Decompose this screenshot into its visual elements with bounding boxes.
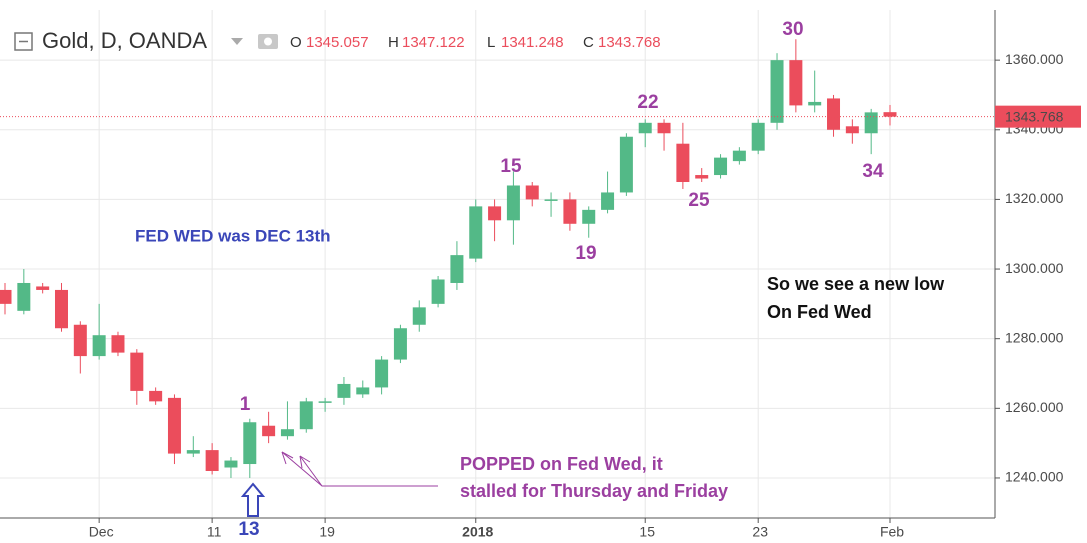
x-tick-label: 2018 [462,524,493,540]
annotation: 13 [238,519,259,540]
last-price-label: 1343.768 [1005,108,1064,124]
y-tick-label: 1260.000 [1005,399,1064,415]
candle-body [845,126,859,134]
candle-body [375,359,389,388]
candle-body [224,460,238,468]
y-tick-label: 1300.000 [1005,260,1064,276]
ohlc-key: O [290,34,302,51]
candle-body [318,401,332,403]
candle-body [450,255,464,283]
annotation: POPPED on Fed Wed, it [460,454,663,474]
y-tick-label: 1320.000 [1005,190,1064,206]
candle-body [17,282,31,311]
annotation-arrows [240,451,438,517]
candle-body [167,397,181,454]
candle-body [525,185,539,200]
candle-body [393,328,407,360]
candle-body [243,422,257,465]
annotation: 34 [862,161,884,182]
x-tick-label: 23 [752,524,768,540]
candle-body [638,122,652,134]
dropdown-icon[interactable] [231,38,243,45]
collapse-icon[interactable] [14,32,33,51]
candle-body [714,157,728,176]
candle-body [695,175,709,179]
candle-body [412,307,426,325]
candle-body [827,98,841,130]
candle-body [149,390,163,402]
x-tick-label: 19 [319,524,335,540]
x-tick-label: Feb [880,524,904,540]
annotation: 30 [782,19,803,40]
candle-body [676,143,690,183]
y-tick-label: 1360.000 [1005,51,1064,67]
candle-body [0,289,12,304]
annotation: 22 [637,92,658,113]
annotation: 1 [240,394,251,415]
ohlc-key: H [388,34,399,51]
candle-body [732,150,746,162]
candle-body [73,324,87,357]
annotation: FED WED was DEC 13th [135,226,331,245]
candle-body [488,206,502,221]
candle-body [883,112,897,117]
y-tick-label: 1280.000 [1005,329,1064,345]
annotation: So we see a new low [767,274,945,294]
annotation: 15 [500,156,522,177]
candle-body [431,279,445,304]
up-arrow [240,482,266,517]
annotation: stalled for Thursday and Friday [460,481,728,501]
ohlc-key: L [487,34,495,51]
annotation: 19 [575,243,596,264]
candle-body [262,425,276,437]
annotations: 1 13 15 19 22 25 30 34 FED WED was DEC 13th So we… [135,19,945,540]
candle-body [582,209,596,224]
ohlc-value: 1347.122 [402,34,465,51]
candle-body [299,401,313,430]
last-price-box [995,105,1081,128]
candle-body [92,335,106,357]
candle-body [657,122,671,134]
candle-body [130,352,144,391]
candle-body [864,112,878,134]
camera-lens [264,37,272,46]
candle-body [54,289,68,329]
candle-body [356,387,370,395]
candle-body [789,60,803,106]
candle-body [337,383,351,398]
candle-body [808,101,822,106]
candle-body [770,60,784,123]
pointer-heads [281,451,311,469]
annotation: 25 [688,190,710,211]
annotation: On Fed Wed [767,302,872,322]
candle-body [601,192,615,210]
pointer-lines [281,451,438,487]
x-tick-label: 11 [207,524,222,540]
candle-body [544,199,558,201]
candle-body [186,450,200,454]
candle-body [751,122,765,151]
candle-body [506,185,520,221]
candle-body [619,136,633,193]
candle-body [205,450,219,471]
symbol-title: Gold, D, OANDA [42,28,207,53]
candle-body [280,429,294,437]
ohlc-value: 1343.768 [598,34,661,51]
candle-body [563,199,577,224]
candle-body [469,206,483,259]
ohlc-value: 1341.248 [501,34,564,51]
x-tick-label: 15 [639,524,655,540]
candle-body [36,286,50,290]
ohlc-value: 1345.057 [306,34,369,51]
x-tick-label: Dec [89,524,114,540]
candles [0,39,897,478]
ohlc-key: C [583,34,594,51]
y-tick-label: 1240.000 [1005,469,1064,485]
candle-body [111,335,125,353]
